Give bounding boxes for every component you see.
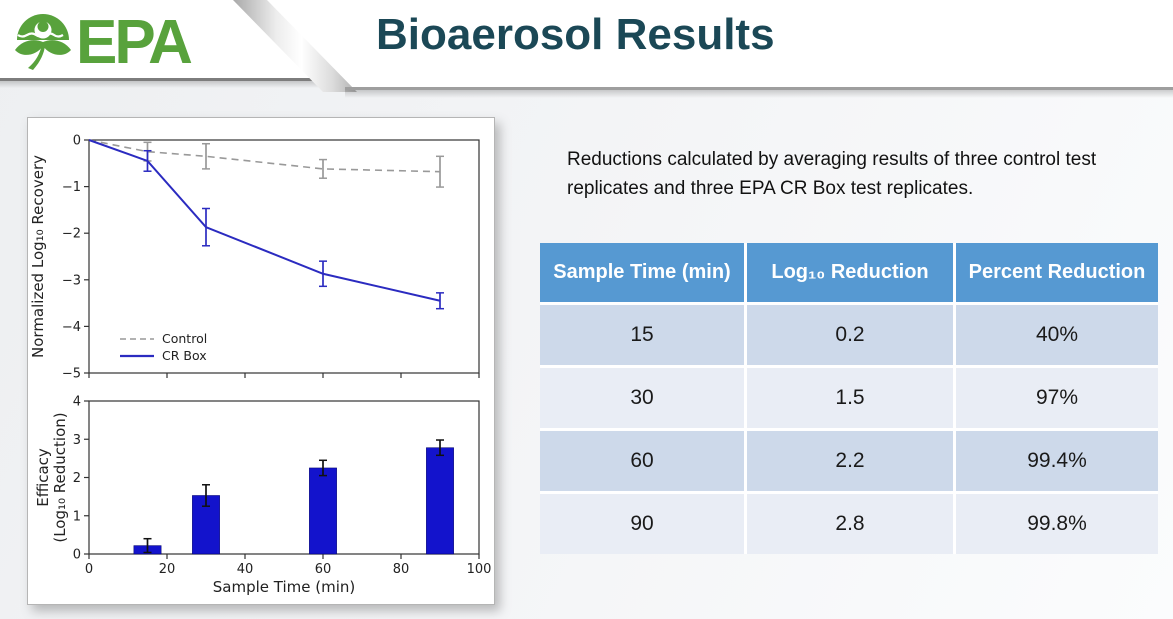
table-cell: 99.4%	[956, 431, 1158, 491]
svg-text:Normalized Log₁₀ Recovery: Normalized Log₁₀ Recovery	[29, 155, 47, 358]
results-table: Sample Time (min) Log₁₀ Reduction Percent …	[540, 243, 1158, 554]
svg-text:−2: −2	[62, 227, 81, 242]
svg-text:3: 3	[73, 433, 81, 448]
epa-logo-text: EPA	[76, 8, 192, 70]
table-cell: 0.2	[747, 305, 953, 365]
svg-text:100: 100	[467, 562, 492, 577]
svg-text:−4: −4	[62, 320, 81, 335]
table-header-cell: Log₁₀ Reduction	[747, 243, 953, 302]
svg-text:−1: −1	[62, 180, 81, 195]
svg-text:Control: Control	[162, 331, 207, 346]
table-header-cell: Sample Time (min)	[540, 243, 744, 302]
table-cell: 97%	[956, 368, 1158, 428]
svg-text:0: 0	[73, 548, 81, 563]
note-text: Reductions calculated by averaging resul…	[567, 149, 1097, 200]
page-title: Bioaerosol Results	[376, 10, 775, 59]
table-cell: 90	[540, 494, 744, 554]
svg-text:−3: −3	[62, 273, 81, 288]
svg-text:Efficacy: Efficacy	[34, 448, 52, 507]
diagonal-ribbon-icon	[233, 0, 357, 92]
charts-panel: 0 −1 −2 −3 −4 −5 Control CR Box Normalized Log₁₀…	[27, 117, 495, 605]
svg-text:(Log₁₀ Reduction): (Log₁₀ Reduction)	[51, 412, 69, 542]
table-cell: 60	[540, 431, 744, 491]
svg-text:80: 80	[393, 562, 410, 577]
svg-text:60: 60	[315, 562, 332, 577]
svg-text:CR Box: CR Box	[162, 348, 207, 363]
table-cell: 1.5	[747, 368, 953, 428]
svg-text:20: 20	[159, 562, 176, 577]
table-cell: 40%	[956, 305, 1158, 365]
table-cell: 2.8	[747, 494, 953, 554]
table-cell: 2.2	[747, 431, 953, 491]
recovery-line-chart: 0 −1 −2 −3 −4 −5 Control CR Box Normalized Log₁₀…	[29, 134, 480, 381]
left-rule	[0, 78, 330, 81]
table-cell: 30	[540, 368, 744, 428]
svg-text:2: 2	[73, 471, 81, 486]
epa-logo: EPA	[15, 8, 195, 70]
epa-flower-seal-icon	[15, 14, 71, 70]
table-cell: 99.8%	[956, 494, 1158, 554]
header-decoration	[0, 0, 1173, 98]
table-cell: 15	[540, 305, 744, 365]
svg-text:Sample Time (min): Sample Time (min)	[213, 578, 355, 596]
svg-text:4: 4	[73, 395, 81, 410]
svg-text:0: 0	[73, 134, 81, 149]
svg-text:1: 1	[73, 509, 81, 524]
banner-rule	[345, 87, 1173, 90]
svg-text:−5: −5	[62, 367, 81, 381]
table-header-cell: Percent Reduction	[956, 243, 1158, 302]
title-banner	[320, 0, 1173, 88]
svg-text:40: 40	[237, 562, 254, 577]
svg-text:0: 0	[85, 562, 93, 577]
